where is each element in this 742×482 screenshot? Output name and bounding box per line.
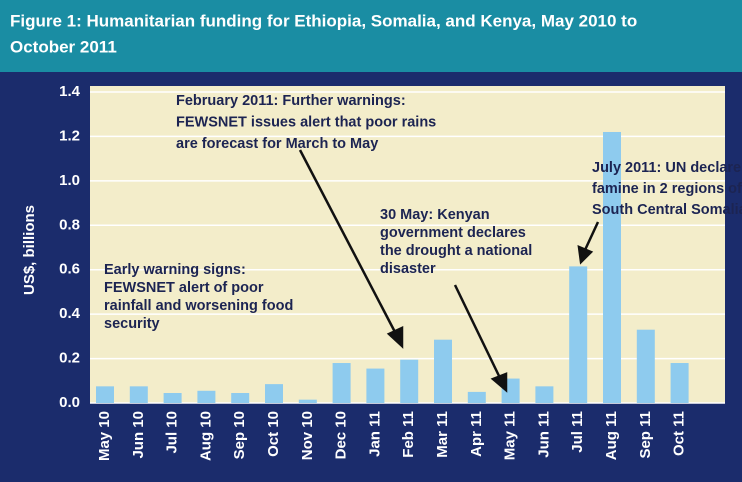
x-tick-label: Sep 10	[231, 411, 248, 459]
x-tick-label: Feb 11	[400, 411, 417, 458]
bar	[129, 386, 148, 403]
bar	[231, 393, 250, 403]
bar	[434, 339, 452, 403]
annotation: FEWSNET issues alert that poor rains	[176, 114, 436, 130]
annotation: government declares	[380, 225, 526, 241]
annotation: February 2011: Further warnings:	[176, 93, 406, 109]
annotation: famine in 2 regions of	[592, 181, 742, 197]
y-tick-label: 1.2	[59, 127, 80, 144]
bar	[366, 368, 385, 403]
y-axis-label: US$, billions	[21, 205, 38, 295]
x-tick-label: May 10	[96, 411, 113, 461]
bar	[332, 363, 351, 403]
x-tick-label: Nov 10	[299, 411, 316, 460]
y-tick-label: 0.0	[59, 394, 80, 411]
x-tick-label: Sep 11	[637, 411, 654, 459]
x-tick-label: Aug 10	[197, 411, 214, 461]
y-tick-label: 1.4	[59, 83, 81, 100]
x-tick-label: Jul 10	[164, 411, 181, 454]
bar	[400, 359, 419, 403]
chart-title: Figure 1: Humanitarian funding for Ethio…	[10, 11, 637, 30]
x-tick-label: Jul 11	[569, 411, 586, 453]
bar	[96, 386, 114, 403]
arrow	[453, 284, 502, 379]
x-tick-label: Oct 11	[671, 411, 688, 456]
x-tick-label: Dec 10	[333, 411, 350, 459]
bar	[163, 393, 182, 403]
x-tick-label: Jan 11	[366, 411, 383, 457]
y-tick-label: 1.0	[59, 172, 80, 189]
x-tick-label: Mar 11	[434, 411, 451, 458]
annotation: security	[104, 316, 160, 332]
x-tick-label: Jun 10	[130, 411, 147, 459]
bar	[603, 131, 621, 403]
annotation: July 2011: UN declares	[592, 160, 742, 176]
y-tick-label: 0.2	[59, 350, 80, 367]
bar	[535, 386, 554, 403]
arrow	[298, 149, 398, 335]
arrow	[583, 221, 600, 251]
bar	[197, 390, 216, 403]
annotation: disaster	[380, 261, 436, 277]
x-tick-label: May 11	[502, 411, 519, 460]
annotation: are forecast for March to May	[176, 136, 378, 152]
bar	[569, 266, 588, 403]
annotation: the drought a national	[380, 243, 532, 259]
arrows	[298, 149, 600, 393]
title-band	[0, 0, 742, 72]
y-tick-label: 0.6	[59, 261, 80, 278]
annotation: South Central Somalia	[592, 202, 742, 218]
arrow-head	[490, 372, 508, 393]
bar	[636, 329, 655, 403]
arrow-head	[577, 245, 594, 265]
y-tick-label: 0.4	[59, 305, 81, 322]
annotation: Early warning signs:	[104, 262, 246, 278]
bar	[467, 391, 486, 403]
bar	[298, 399, 317, 403]
x-tick-label: Apr 11	[468, 411, 485, 457]
x-tick-label: Jun 11	[535, 411, 552, 458]
x-tick-label: Oct 10	[265, 411, 282, 457]
annotation: rainfall and worsening food	[104, 298, 293, 314]
chart-title: October 2011	[10, 37, 117, 56]
annotation: 30 May: Kenyan	[380, 207, 490, 223]
y-tick-label: 0.8	[59, 216, 80, 233]
bar	[670, 363, 689, 403]
bar	[265, 384, 283, 403]
annotation: FEWSNET alert of poor	[104, 280, 264, 296]
arrow-head	[386, 326, 404, 349]
x-tick-label: Aug 11	[603, 411, 620, 460]
